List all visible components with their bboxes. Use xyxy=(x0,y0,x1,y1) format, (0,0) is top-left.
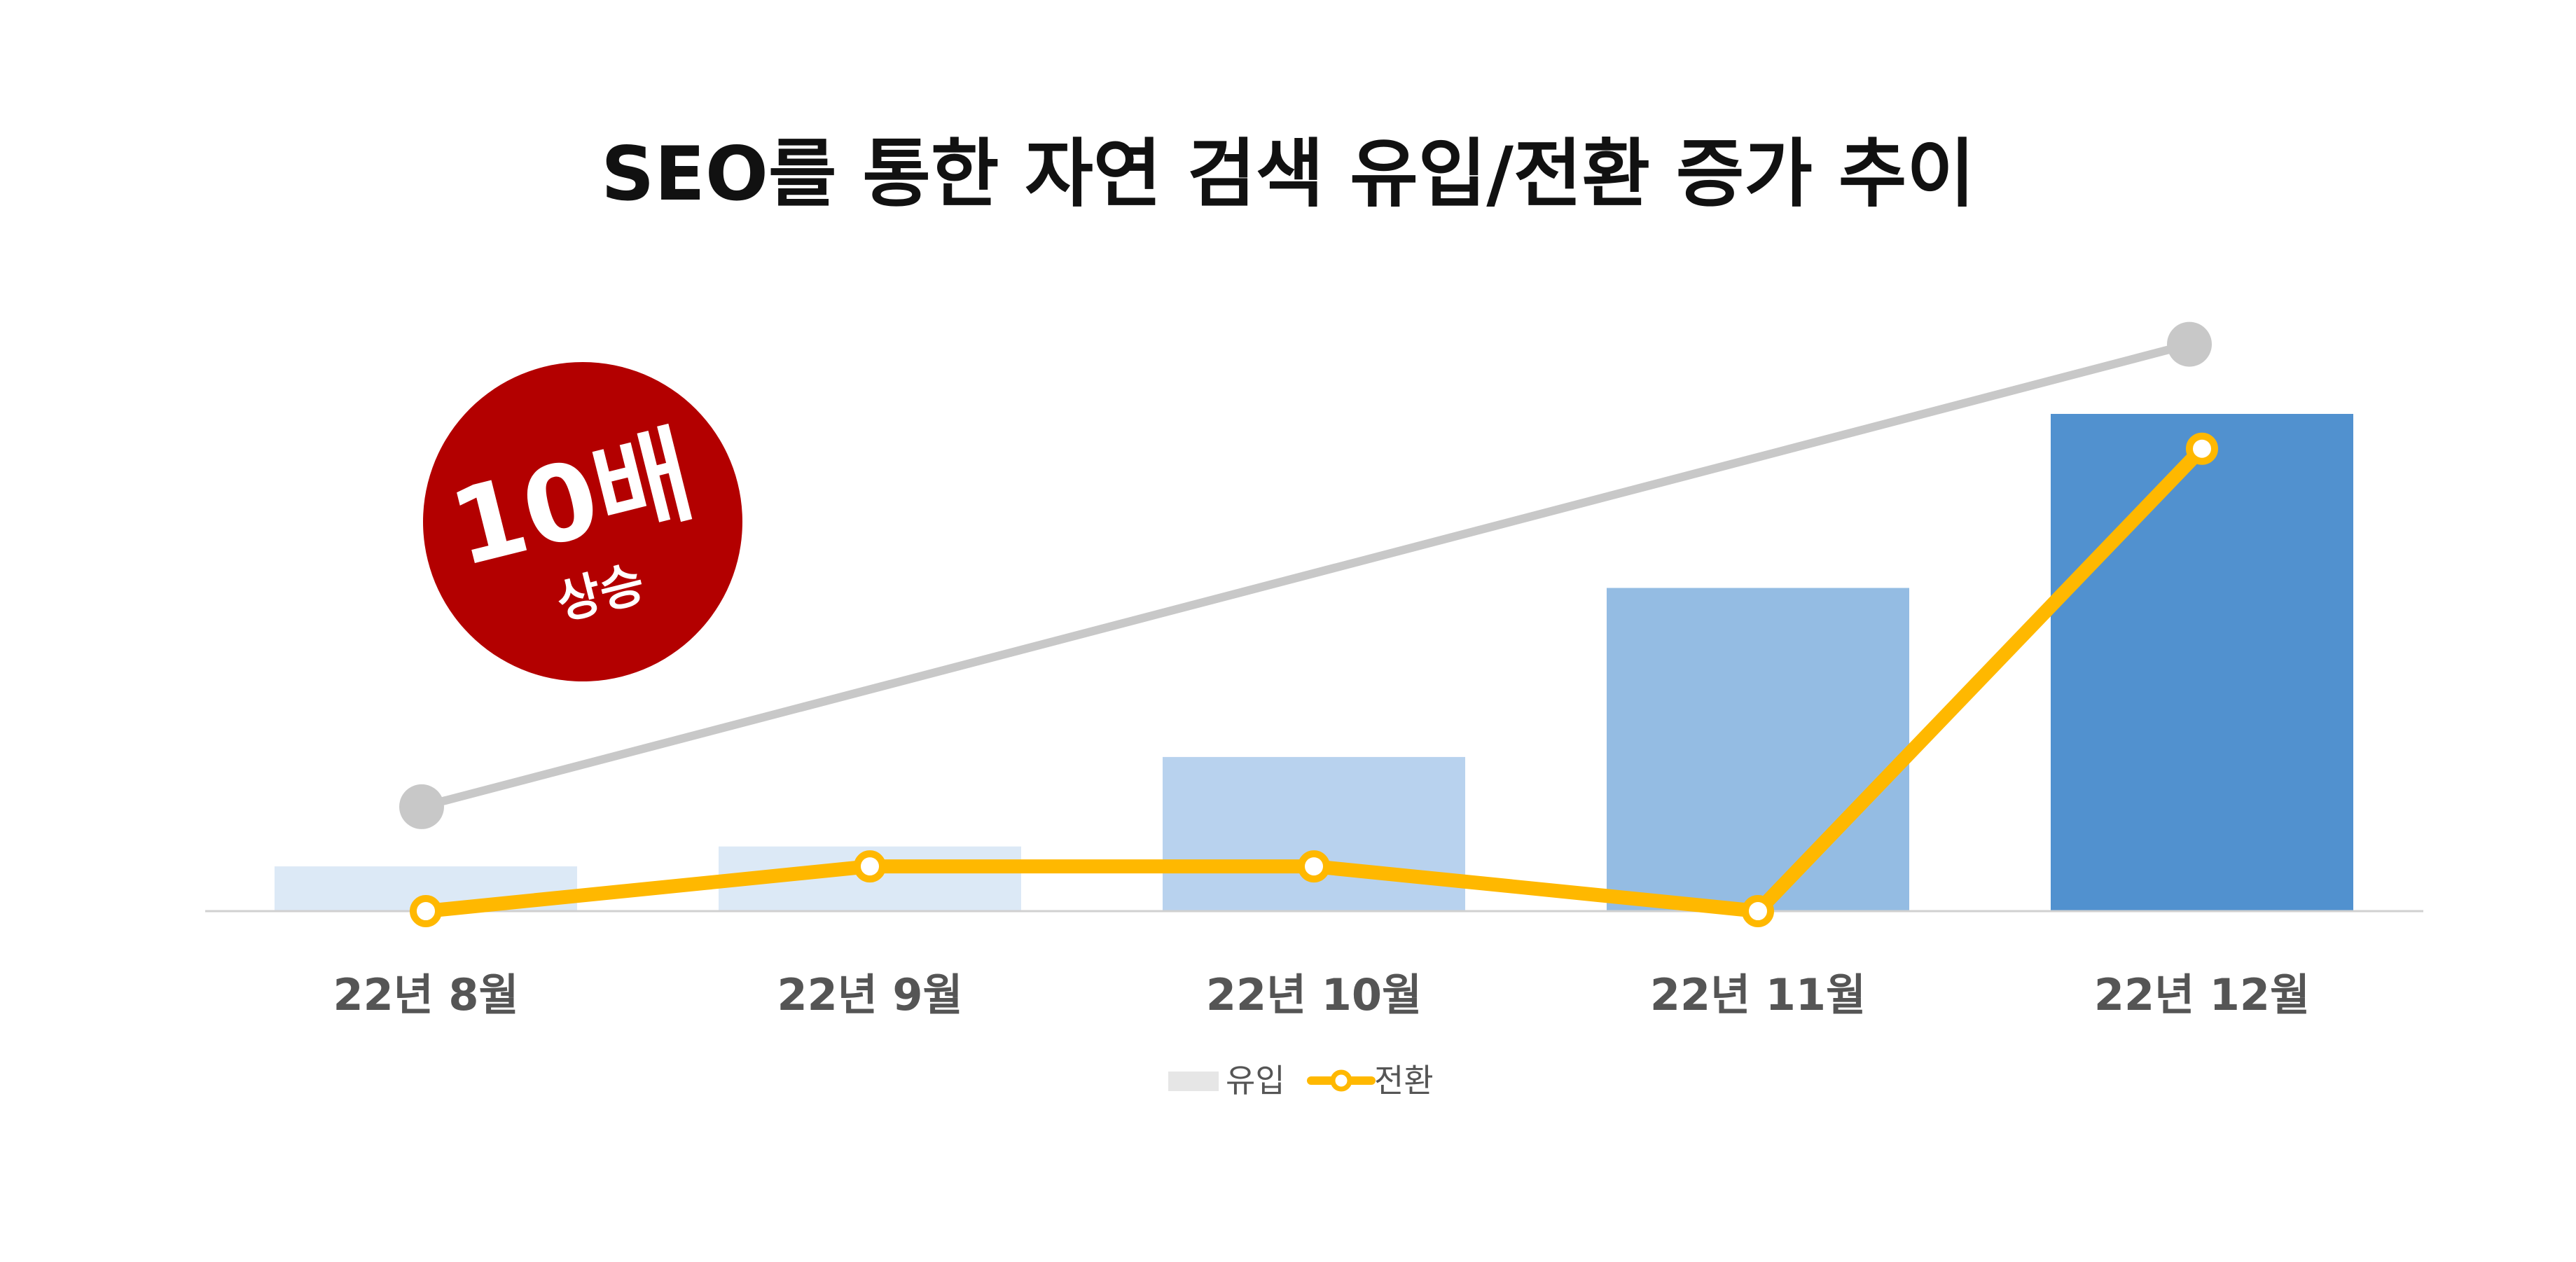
trend-point-start xyxy=(399,784,444,829)
bars-layer xyxy=(275,414,2353,911)
annotation-badge: 10배 상승 xyxy=(423,362,742,681)
line-point xyxy=(854,850,886,883)
chart-title: SEO를 통한 자연 검색 유입/전환 증가 추이 xyxy=(601,131,1975,217)
line-point xyxy=(1742,895,1774,927)
legend-marker-line xyxy=(1330,1069,1352,1092)
x-axis-ticks: 22년 8월 22년 9월 22년 10월 22년 11월 22년 12월 xyxy=(333,969,2310,1020)
bar xyxy=(1607,588,1909,911)
x-tick-label: 22년 8월 xyxy=(333,969,518,1020)
trend-line xyxy=(417,340,2194,811)
legend-label-line: 전환 xyxy=(1374,1062,1434,1100)
line-point xyxy=(2186,432,2218,465)
x-tick-label: 22년 9월 xyxy=(777,969,962,1020)
annotation-circle xyxy=(423,362,742,681)
x-tick-label: 22년 12월 xyxy=(2094,969,2310,1020)
trend-layer xyxy=(399,321,2212,829)
legend-swatch-bar xyxy=(1168,1072,1219,1091)
line-layer xyxy=(410,432,2218,927)
trend-point-end xyxy=(2167,321,2212,367)
legend: 유입 전환 xyxy=(1168,1062,1434,1100)
x-tick-label: 22년 11월 xyxy=(1650,969,1866,1020)
bar xyxy=(1163,756,1465,911)
line-point xyxy=(1298,850,1330,883)
legend-label-bar: 유입 xyxy=(1226,1062,1285,1100)
bar xyxy=(2051,414,2353,911)
x-tick-label: 22년 10월 xyxy=(1206,969,1422,1020)
line-point xyxy=(410,895,442,927)
